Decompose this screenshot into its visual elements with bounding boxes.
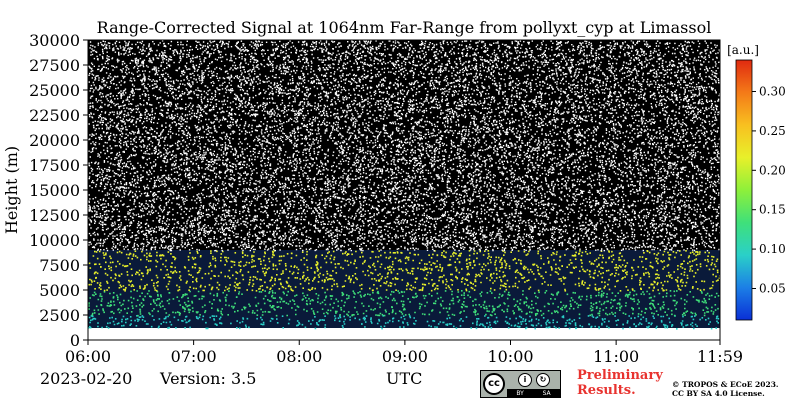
y-tick-label: 25000 xyxy=(29,81,80,100)
preliminary-line-2: Results. xyxy=(577,383,636,398)
x-tick-label: 10:00 xyxy=(487,347,533,366)
y-tick-label: 5000 xyxy=(39,281,80,300)
license-by-label: BY xyxy=(516,390,524,397)
x-tick-label: 08:00 xyxy=(276,347,322,366)
y-tick-label: 27500 xyxy=(29,56,80,75)
signal-layer xyxy=(88,250,720,290)
time-unit-label: UTC xyxy=(386,369,423,388)
copyright-line-2: CC BY SA 4.0 License. xyxy=(672,389,765,398)
colorbar-tick-label: 0.30 xyxy=(759,85,786,99)
colorbar-tick-label: 0.20 xyxy=(759,163,786,177)
colorbar xyxy=(735,59,753,321)
colorbar-tick-label: 0.25 xyxy=(759,124,786,138)
y-tick-label: 10000 xyxy=(29,231,80,250)
y-tick-label: 2500 xyxy=(39,306,80,325)
share-alike-icon: ↻ xyxy=(536,373,550,387)
y-tick-label: 22500 xyxy=(29,106,80,125)
signal-heatmap xyxy=(88,40,720,340)
x-axis: 06:00 07:00 08:00 09:00 10:00 11:00 11:59 xyxy=(65,340,743,366)
x-tick-label: 11:59 xyxy=(697,347,743,366)
y-tick-label: 12500 xyxy=(29,206,80,225)
measurement-date: 2023-02-20 xyxy=(40,369,133,388)
colorbar-tick-label: 0.05 xyxy=(759,281,786,295)
y-tick-label: 15000 xyxy=(29,181,80,200)
y-axis-label: Height (m) xyxy=(2,146,21,234)
colorbar-ticks: 0.05 0.10 0.15 0.20 0.25 0.30 xyxy=(752,85,786,295)
signal-layer xyxy=(88,290,720,315)
colorbar-tick-label: 0.10 xyxy=(759,242,786,256)
version-label: Version: 3.5 xyxy=(160,369,257,388)
signal-layer xyxy=(88,328,720,339)
colorbar-label: [a.u.] xyxy=(727,43,759,57)
x-tick-label: 06:00 xyxy=(65,347,111,366)
colorbar-tick-label: 0.15 xyxy=(759,203,786,217)
preliminary-line-1: Preliminary xyxy=(577,368,663,383)
y-tick-label: 0 xyxy=(70,331,80,350)
signal-layer xyxy=(88,338,720,340)
cc-license-badge: cc i ↻ BY SA xyxy=(480,370,561,398)
copyright-notice: © TROPOS & ECoE 2023. CC BY SA 4.0 Licen… xyxy=(672,380,779,398)
y-tick-label: 20000 xyxy=(29,131,80,150)
y-axis: 0 2500 5000 7500 10000 12500 15000 17500 20000 22… xyxy=(29,31,88,350)
attribution-icon: i xyxy=(518,373,532,387)
copyright-line-1: © TROPOS & ECoE 2023. xyxy=(672,380,779,389)
cc-logo-icon: cc xyxy=(483,373,505,395)
preliminary-notice: Preliminary Results. xyxy=(577,368,663,398)
license-sa-label: SA xyxy=(542,390,551,397)
x-tick-label: 11:00 xyxy=(593,347,639,366)
y-tick-label: 30000 xyxy=(29,31,80,50)
x-tick-label: 07:00 xyxy=(171,347,217,366)
x-tick-label: 09:00 xyxy=(382,347,428,366)
chart-title: Range-Corrected Signal at 1064nm Far-Ran… xyxy=(97,18,712,37)
y-tick-label: 17500 xyxy=(29,156,80,175)
y-tick-label: 7500 xyxy=(39,256,80,275)
